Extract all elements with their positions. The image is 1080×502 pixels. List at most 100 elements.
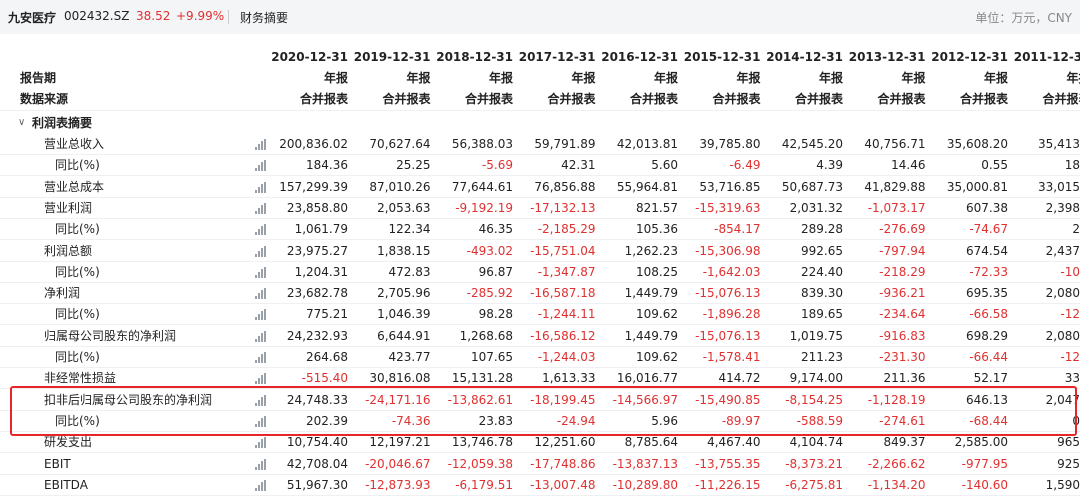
column-date: 2019-12-31	[353, 50, 431, 64]
value-cell: 18	[1064, 158, 1080, 173]
column-period: 年报	[571, 71, 596, 85]
value-cell: -18,199.45	[530, 392, 596, 407]
chart-icon[interactable]	[255, 437, 267, 449]
header-rule	[0, 110, 1080, 111]
value-cell: 24,748.33	[286, 392, 348, 407]
row-label: 营业总成本	[44, 179, 105, 194]
value-cell: -1,347.87	[537, 264, 596, 279]
column-period: 年报	[653, 71, 678, 85]
value-cell: 109.62	[636, 307, 678, 322]
value-cell: 59,791.89	[534, 137, 596, 151]
chart-icon[interactable]	[255, 266, 267, 278]
chart-icon[interactable]	[255, 394, 267, 406]
value-cell: 4.39	[816, 158, 843, 173]
chart-icon[interactable]	[255, 245, 267, 257]
value-cell: -12	[1060, 307, 1080, 322]
source-label: 数据来源	[20, 92, 69, 106]
row-rule	[0, 324, 1080, 326]
chart-icon[interactable]	[255, 352, 267, 363]
value-cell: -15,306.98	[695, 243, 761, 258]
value-cell: 12,197.21	[369, 435, 431, 450]
value-cell: 76,856.88	[534, 179, 596, 194]
chart-icon[interactable]	[255, 479, 267, 491]
value-cell: 35,000.81	[946, 179, 1008, 194]
value-cell: 52.17	[973, 371, 1008, 386]
value-cell: 646.13	[966, 392, 1008, 407]
value-cell: -10,289.80	[612, 477, 678, 492]
value-cell: 46.35	[478, 222, 513, 237]
value-cell: 1,613.33	[542, 371, 596, 386]
chart-icon[interactable]	[255, 330, 267, 342]
value-cell: -72.33	[969, 264, 1008, 279]
value-cell: 1,061.79	[294, 222, 348, 237]
value-cell: -6,179.51	[455, 477, 513, 492]
value-cell: 23,858.80	[286, 200, 348, 215]
column-period: 年报	[818, 71, 843, 85]
column-date: 2020-12-31	[271, 50, 348, 64]
value-cell: 23,682.78	[286, 286, 348, 301]
chart-icon[interactable]	[255, 288, 267, 300]
chart-icon[interactable]	[255, 309, 267, 321]
chart-icon[interactable]	[255, 373, 267, 385]
column-source: 合并报表	[1042, 92, 1080, 106]
value-cell: 53,716.85	[699, 179, 761, 194]
value-cell: -74.36	[391, 413, 431, 428]
value-cell: 70,627.64	[369, 137, 431, 151]
value-cell: 13,746.78	[451, 435, 513, 450]
row-rule	[0, 239, 1080, 241]
value-cell: -74.67	[969, 222, 1008, 237]
value-cell: 25.25	[396, 158, 431, 173]
value-cell: 4,104.74	[789, 435, 843, 450]
value-cell: -15,319.63	[695, 200, 761, 215]
section-tab[interactable]: 财务摘要	[240, 11, 289, 25]
value-cell: 96.87	[478, 264, 513, 279]
value-cell: -8,154.25	[785, 392, 843, 407]
column-period: 年报	[406, 71, 431, 85]
value-cell: -17,748.86	[530, 456, 596, 471]
value-cell: 1,590	[1045, 477, 1080, 492]
value-cell: -285.92	[466, 286, 513, 301]
value-cell: 42.31	[561, 158, 596, 173]
value-cell: 821.57	[636, 200, 678, 215]
chart-icon[interactable]	[255, 139, 267, 150]
value-cell: 40,756.71	[864, 137, 926, 151]
row-rule	[0, 281, 1080, 283]
chart-icon[interactable]	[255, 224, 267, 236]
value-cell: -276.69	[879, 222, 926, 237]
value-cell: 77,644.61	[451, 179, 513, 194]
value-cell: -15,751.04	[530, 243, 596, 258]
chart-icon[interactable]	[255, 458, 267, 470]
value-cell: -15,076.13	[695, 328, 761, 343]
row-label: 利润总额	[44, 243, 93, 258]
value-cell: 23.83	[478, 413, 513, 428]
column-date: 2017-12-31	[518, 50, 596, 64]
value-cell: -24.94	[556, 413, 596, 428]
value-cell: 698.29	[966, 328, 1008, 343]
chart-icon[interactable]	[255, 415, 267, 427]
value-cell: 41,829.88	[864, 179, 926, 194]
value-cell: 184.36	[306, 158, 348, 173]
value-cell: -140.60	[961, 477, 1008, 492]
row-label: EBITDA	[44, 477, 88, 492]
value-cell: -66.44	[969, 350, 1008, 364]
chart-icon[interactable]	[255, 202, 267, 214]
yoy-label: 同比(%)	[55, 413, 100, 428]
value-cell: -13,837.13	[612, 456, 678, 471]
value-cell: 264.68	[306, 350, 348, 364]
chart-icon[interactable]	[255, 160, 267, 172]
chart-icon[interactable]	[255, 181, 267, 193]
value-cell: 2,080	[1045, 328, 1080, 343]
value-cell: -1,073.17	[867, 200, 926, 215]
value-cell: -6,275.81	[785, 477, 843, 492]
section-label[interactable]: 利润表摘要	[32, 116, 93, 130]
column-period: 年报	[323, 71, 348, 85]
value-cell: 12,251.60	[534, 435, 596, 450]
value-cell: -68.44	[969, 413, 1008, 428]
row-rule	[0, 409, 1080, 411]
yoy-label: 同比(%)	[55, 264, 100, 279]
value-cell: -1,642.03	[702, 264, 761, 279]
value-cell: 2,031.32	[789, 200, 843, 215]
value-cell: -1,134.20	[867, 477, 926, 492]
column-source: 合并报表	[629, 92, 678, 106]
